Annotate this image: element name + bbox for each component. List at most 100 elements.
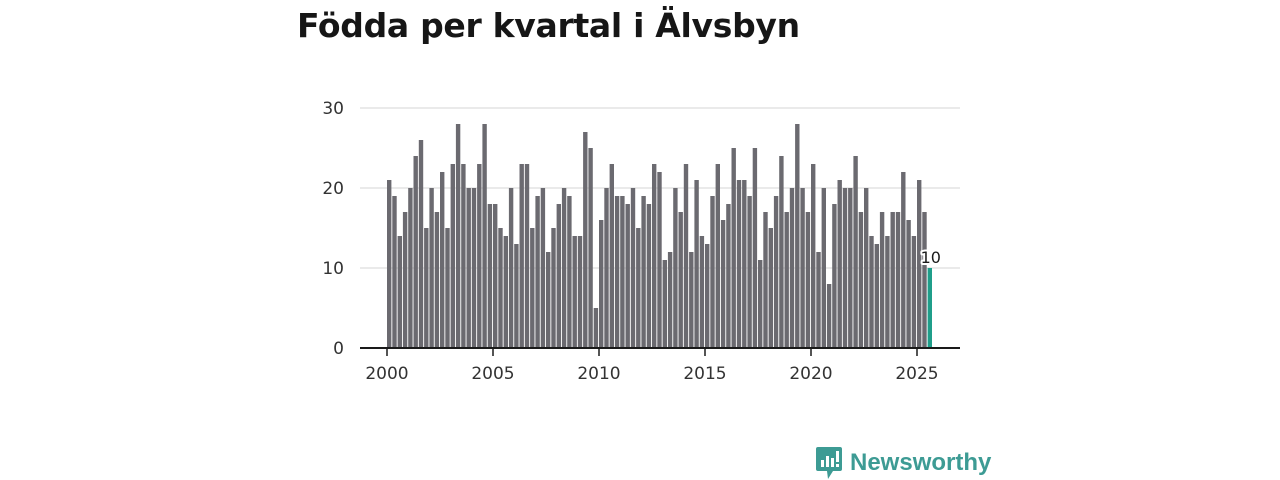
bar [816, 252, 821, 348]
bar [508, 188, 514, 348]
bar [869, 236, 874, 348]
bar [906, 220, 911, 348]
bar [726, 204, 731, 348]
bar [837, 180, 842, 348]
bar [572, 236, 577, 348]
bar [842, 188, 848, 348]
bar [715, 164, 720, 348]
bar [641, 196, 646, 348]
bar [408, 188, 413, 348]
bar [667, 252, 673, 348]
bar [826, 284, 832, 348]
bar [455, 124, 461, 348]
x-tick-label: 2025 [895, 364, 938, 384]
y-tick-label: 10 [322, 259, 344, 279]
bar [636, 228, 641, 348]
bar [895, 212, 901, 348]
bar [546, 252, 551, 348]
bar [551, 228, 556, 348]
bar [699, 236, 705, 348]
bar-highlight [927, 268, 932, 348]
bar [514, 244, 519, 348]
bar [604, 188, 609, 348]
bar [450, 164, 455, 348]
bar [689, 252, 694, 348]
bar [811, 164, 816, 348]
bar [556, 204, 561, 348]
bar [652, 164, 657, 348]
x-tick-label: 2005 [471, 364, 514, 384]
bar [445, 228, 450, 348]
bar [493, 204, 498, 348]
bar [461, 164, 466, 348]
bar [609, 164, 614, 348]
bar [694, 180, 699, 348]
bar [768, 228, 773, 348]
bar [805, 212, 811, 348]
bar [832, 204, 837, 348]
bar [413, 156, 418, 348]
bar [657, 172, 662, 348]
bar [736, 180, 742, 348]
bar [911, 236, 917, 348]
bar [720, 220, 726, 348]
bar [424, 228, 429, 348]
x-tick-label: 2020 [789, 364, 832, 384]
bar [614, 196, 620, 348]
bar [482, 124, 487, 348]
bar [646, 204, 652, 348]
bar [853, 156, 858, 348]
bar [530, 228, 535, 348]
bar [418, 140, 424, 348]
bar [890, 212, 895, 348]
bar [593, 308, 599, 348]
bar [519, 164, 524, 348]
bar [583, 132, 588, 348]
bar [885, 236, 890, 348]
bar [471, 188, 477, 348]
bar [784, 212, 789, 348]
bar [747, 196, 752, 348]
bar [503, 236, 508, 348]
bar [901, 172, 906, 348]
y-tick-label: 30 [322, 99, 344, 119]
bar [487, 204, 493, 348]
bar [625, 204, 630, 348]
bar [848, 188, 853, 348]
x-tick-label: 2010 [577, 364, 620, 384]
bar [540, 188, 546, 348]
bar [800, 188, 805, 348]
brand-name: Newsworthy [850, 449, 992, 476]
bar [858, 212, 864, 348]
bar [789, 188, 795, 348]
bar [763, 212, 768, 348]
bar [429, 188, 434, 348]
bar [922, 212, 927, 348]
bar [710, 196, 715, 348]
bar [387, 180, 392, 348]
brand[interactable]: Newsworthy [815, 446, 991, 480]
bar [773, 196, 779, 348]
bar [795, 124, 800, 348]
bar [683, 164, 689, 348]
bar [577, 236, 583, 348]
y-tick-label: 20 [322, 179, 344, 199]
data-label: 10 [921, 248, 941, 267]
bar [392, 196, 397, 348]
bar [864, 188, 869, 348]
x-tick-label: 2000 [365, 364, 408, 384]
bar [662, 260, 667, 348]
bar [440, 172, 445, 348]
bar [917, 180, 922, 348]
bar [752, 148, 758, 348]
bar [630, 188, 636, 348]
bar [567, 196, 572, 348]
bar [620, 196, 625, 348]
bar-chart: 0 10 20 30 10 2000 2005 2010 2015 2020 2025 [322, 99, 960, 384]
y-tick-label: 0 [333, 339, 344, 359]
bar [466, 188, 471, 348]
bar [402, 212, 408, 348]
bar [779, 156, 784, 348]
chart-title: Födda per kvartal i Älvsbyn [297, 6, 800, 45]
bar [498, 228, 503, 348]
